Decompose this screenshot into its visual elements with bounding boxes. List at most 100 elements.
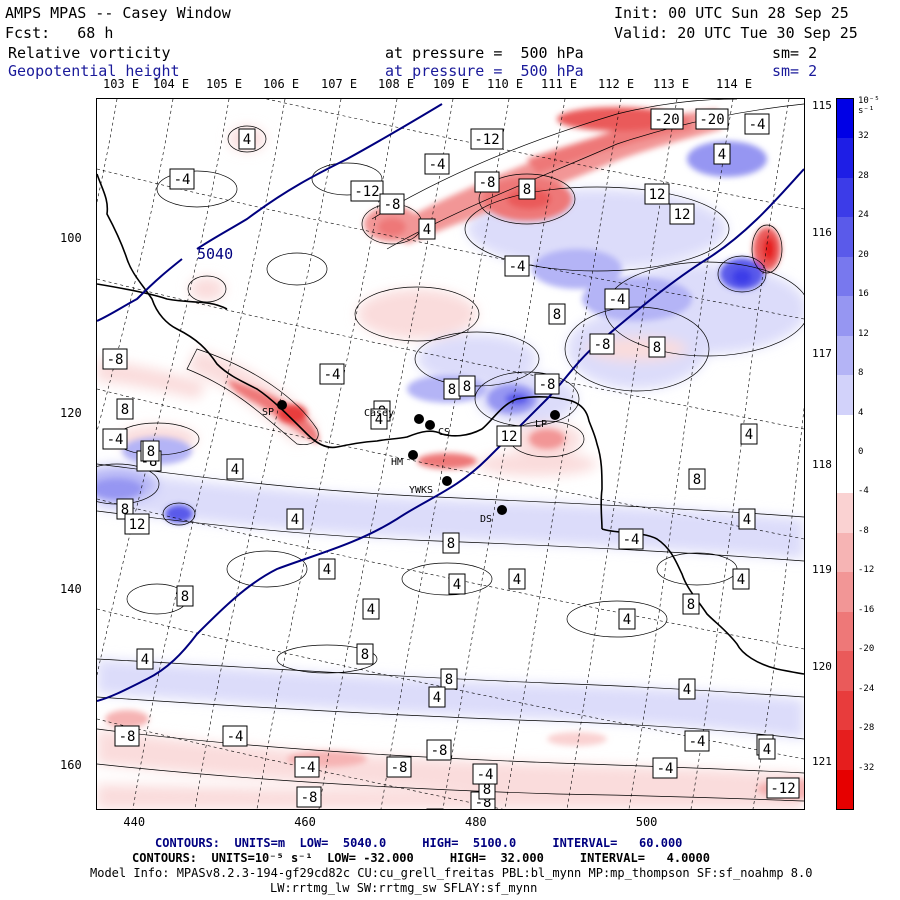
contour-label-box xyxy=(350,180,384,202)
contour-value-label: -4 xyxy=(319,363,345,385)
contour-label-text: 4 xyxy=(433,690,441,706)
footer-model-info: Model Info: MPASv8.2.3-194-gf29cd82c CU:… xyxy=(90,866,813,880)
longitude-label: 107 E xyxy=(321,77,358,91)
colorbar-level-label: 4 xyxy=(858,407,864,418)
contour-value-label: 8 xyxy=(443,378,461,400)
footer-height-contours: CONTOURS: UNITS=m LOW= 5040.0 HIGH= 5100… xyxy=(155,836,683,850)
station-marker xyxy=(550,410,560,420)
contour-label-box xyxy=(319,363,345,385)
contour-label-box xyxy=(424,153,450,175)
contour-label-box xyxy=(136,648,154,670)
colorbar-swatch xyxy=(837,177,853,218)
contour-label-text: 8 xyxy=(447,536,455,552)
colorbar-level-label: 8 xyxy=(858,368,864,379)
contour-label-text: -4 xyxy=(657,761,674,777)
contour-label-text: 4 xyxy=(453,577,461,593)
contour-label-box xyxy=(650,108,684,130)
contour-value-label: 8 xyxy=(356,643,374,665)
contour-label-text: 8 xyxy=(463,379,471,395)
grid-line xyxy=(318,99,454,809)
contour-label-text: -4 xyxy=(477,767,494,783)
colorbar-level-label: -28 xyxy=(858,723,875,734)
colorbar-level-label: 16 xyxy=(858,289,869,300)
contour-value-label: -4 xyxy=(604,288,630,310)
contour-label-text: 8 xyxy=(448,382,456,398)
contour-label-box xyxy=(296,786,322,808)
contour-label-box xyxy=(682,593,700,615)
field2-level: at pressure = 500 hPa xyxy=(385,62,584,80)
grid-line xyxy=(194,99,342,809)
contour-label-text: 4 xyxy=(231,462,239,478)
contour-label-text: 4 xyxy=(323,562,331,578)
contour-label-text: -12 xyxy=(474,132,499,148)
grid-line xyxy=(97,388,804,540)
contour-value-label: 8 xyxy=(458,375,476,397)
contour-label-box xyxy=(440,668,458,690)
contour-label-box xyxy=(472,763,498,785)
x-tick-label: 440 xyxy=(123,815,146,829)
contour-label-text: 4 xyxy=(743,512,751,528)
contour-value-label: -8 xyxy=(379,193,405,215)
grid-line xyxy=(690,99,790,809)
station-marker xyxy=(442,476,452,486)
contour-label-text: -4 xyxy=(623,532,640,548)
colorbar-swatch xyxy=(837,138,853,179)
contour-label-text: 8 xyxy=(445,672,453,688)
contour-label-box xyxy=(142,440,160,462)
contour-label-text: -8 xyxy=(539,377,556,393)
contour-label-text: -4 xyxy=(609,292,626,308)
contour-value-label: 4 xyxy=(713,143,731,165)
contour-value-label: 12 xyxy=(644,183,670,205)
contour-label-box xyxy=(448,573,466,595)
contour-label-box xyxy=(356,643,374,665)
grid-line xyxy=(97,168,804,320)
contour-value-label: -8 xyxy=(296,786,322,808)
longitude-label: 103 E xyxy=(103,77,140,91)
contour-label-box xyxy=(169,168,195,190)
contour-label-box xyxy=(678,678,696,700)
field2-name: Geopotential height xyxy=(8,62,180,80)
contour-value-label: -4 xyxy=(504,255,530,277)
colorbar-level-label: 28 xyxy=(858,170,869,181)
contour-value-label: -4 xyxy=(652,757,678,779)
colorbar-swatch xyxy=(837,532,853,573)
contour-value-label: -4 xyxy=(169,168,195,190)
colorbar-swatch xyxy=(837,454,853,494)
y-tick-label: 120 xyxy=(60,406,82,421)
contour-value-label: -8 xyxy=(589,333,615,355)
contour-label-box xyxy=(534,373,560,395)
contour-label-text: -4 xyxy=(324,367,341,383)
contour-label-text: 8 xyxy=(553,307,561,323)
contour-label-text: 4 xyxy=(718,147,726,163)
contour-label-text: 4 xyxy=(737,572,745,588)
contour-label-box xyxy=(102,348,128,370)
colorbar-swatch xyxy=(837,99,853,139)
contour-label-text: -8 xyxy=(391,760,408,776)
lat-lon-grid xyxy=(97,99,804,809)
contour-value-label: -20 xyxy=(650,108,684,130)
colorbar-level-label: -8 xyxy=(858,525,869,536)
colorbar-level-label: -20 xyxy=(858,644,875,655)
colorbar-swatch xyxy=(837,651,853,692)
contour-label-text: 8 xyxy=(147,444,155,460)
grid-line xyxy=(97,99,230,677)
contour-value-label: -4 xyxy=(684,730,710,752)
contour-value-label: -12 xyxy=(350,180,384,202)
contour-value-label: 4 xyxy=(732,568,750,590)
contour-label-box xyxy=(758,738,776,760)
contour-label-box xyxy=(504,255,530,277)
longitude-label: 109 E xyxy=(433,77,470,91)
contour-label-box xyxy=(442,532,460,554)
contour-value-label: -4 xyxy=(618,528,644,550)
contour-label-box xyxy=(176,585,194,607)
contour-value-label: -4 xyxy=(472,763,498,785)
colorbar-unit: 10⁻⁵ s⁻¹ xyxy=(858,96,880,116)
contour-label-box xyxy=(618,528,644,550)
colorbar-level-label: 32 xyxy=(858,131,869,142)
station-label: CS xyxy=(438,427,450,438)
colorbar-level-label: -4 xyxy=(858,486,869,497)
contour-label-text: 4 xyxy=(291,512,299,528)
station-marker xyxy=(277,400,287,410)
coastline xyxy=(97,173,804,675)
contour-label-text: -4 xyxy=(509,259,526,275)
